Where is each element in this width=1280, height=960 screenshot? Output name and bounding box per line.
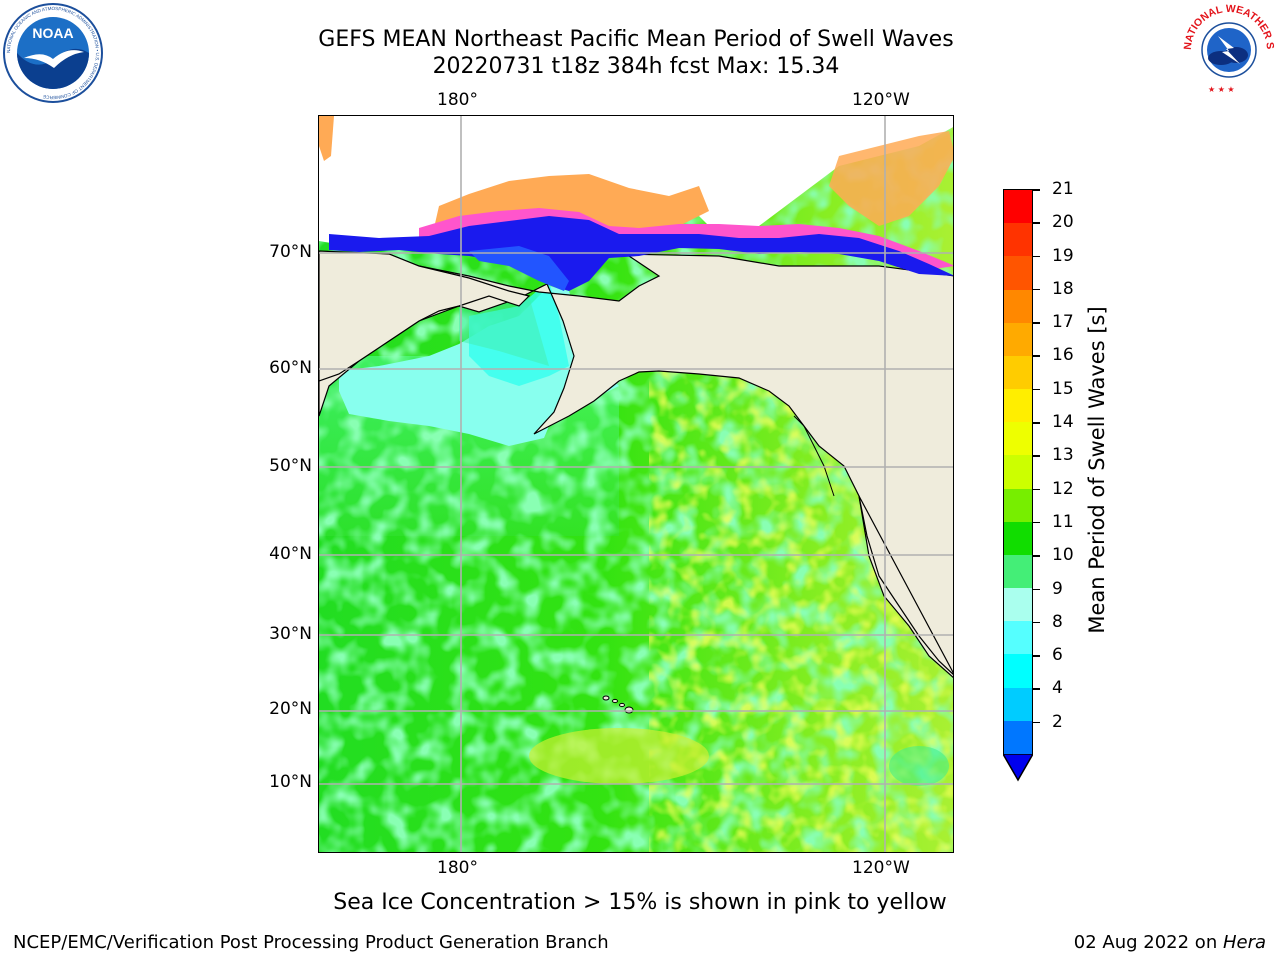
colorbar-tick-label: 4 (1052, 678, 1063, 699)
colorbar-segment (1004, 322, 1032, 356)
colorbar-tick-label: 11 (1052, 511, 1074, 532)
footer-machine: Hera (1222, 932, 1266, 953)
colorbar-tick-mark (1033, 488, 1040, 491)
colorbar-extend-arrow (1003, 754, 1033, 782)
siberia-land (319, 250, 531, 382)
lon-label-top-120w: 120°W (852, 90, 910, 110)
lat-label-20n: 20°N (269, 699, 312, 719)
lon-label-bottom-180: 180° (437, 858, 478, 878)
lat-label-60n: 60°N (269, 358, 312, 378)
colorbar-segment (1004, 355, 1032, 390)
lat-label-10n: 10°N (269, 772, 312, 792)
swell-period-map (319, 116, 953, 852)
colorbar-segment (1004, 521, 1032, 555)
footer-date: 02 Aug 2022 on Hera (1073, 932, 1266, 953)
colorbar-segment (1004, 687, 1032, 721)
colorbar-tick-label: 6 (1052, 645, 1063, 666)
colorbar-tick-mark (1033, 422, 1040, 424)
lat-label-70n: 70°N (269, 242, 312, 262)
colorbar-tick-mark (1033, 721, 1040, 724)
nws-logo: NATIONAL WEATHER SERVICE ★ ★ ★ (1178, 2, 1276, 95)
colorbar-tick-label: 20 (1052, 212, 1074, 233)
colorbar-tick-mark (1033, 388, 1040, 391)
colorbar-segment (1004, 389, 1032, 423)
noaa-logo: NOAA NATIONAL OCEANIC AND ATMOSPHERIC AD… (3, 3, 103, 103)
colorbar (1003, 189, 1033, 755)
colorbar-segment (1004, 554, 1032, 589)
footer-credit: NCEP/EMC/Verification Post Processing Pr… (13, 932, 609, 953)
colorbar-tick-label: 14 (1052, 412, 1074, 433)
colorbar-segment (1004, 190, 1032, 224)
colorbar-tick-mark (1033, 655, 1040, 657)
colorbar-tick-label: 15 (1052, 378, 1074, 399)
colorbar-tick-mark (1033, 189, 1040, 191)
svg-text:★ ★ ★: ★ ★ ★ (1208, 85, 1235, 94)
graticule (319, 116, 953, 852)
chart-subtitle: 20220731 t18z 384h fcst Max: 15.34 (432, 54, 840, 79)
lat-label-40n: 40°N (269, 544, 312, 564)
sea-ice-caption: Sea Ice Concentration > 15% is shown in … (333, 890, 947, 915)
colorbar-label: Mean Period of Swell Waves [s] (1085, 306, 1109, 634)
colorbar-tick-label: 2 (1052, 711, 1063, 732)
colorbar-tick-label: 12 (1052, 478, 1074, 499)
colorbar-segment (1004, 422, 1032, 456)
colorbar-tick-mark (1033, 555, 1040, 557)
colorbar-segment (1004, 289, 1032, 323)
colorbar-tick-label: 8 (1052, 611, 1063, 632)
map-panel (318, 115, 954, 853)
colorbar-tick-mark (1033, 288, 1040, 291)
colorbar-tick-mark (1033, 322, 1040, 324)
lon-label-top-180: 180° (437, 90, 478, 110)
lat-label-50n: 50°N (269, 456, 312, 476)
lat-label-30n: 30°N (269, 624, 312, 644)
colorbar-segment (1004, 488, 1032, 522)
chart-title: GEFS MEAN Northeast Pacific Mean Period … (318, 27, 954, 52)
colorbar-tick-label: 13 (1052, 445, 1074, 466)
colorbar-tick-mark (1033, 455, 1040, 457)
colorbar-segment (1004, 654, 1032, 688)
colorbar-tick-mark (1033, 222, 1040, 224)
colorbar-segment (1004, 455, 1032, 489)
colorbar-segment (1004, 588, 1032, 622)
colorbar-tick-label: 16 (1052, 345, 1074, 366)
colorbar-segment (1004, 223, 1032, 257)
colorbar-tick-label: 10 (1052, 545, 1074, 566)
colorbar-tick-mark (1033, 621, 1040, 624)
noaa-logo-text: NOAA (32, 25, 73, 41)
colorbar-segment (1004, 621, 1032, 655)
colorbar-tick-label: 9 (1052, 578, 1063, 599)
colorbar-tick-label: 19 (1052, 245, 1074, 266)
colorbar-segment (1004, 256, 1032, 290)
colorbar-tick-label: 17 (1052, 312, 1074, 333)
colorbar-segment (1004, 720, 1032, 754)
north-america-west-coast (858, 495, 953, 675)
colorbar-tick-mark (1033, 255, 1040, 258)
lon-label-bottom-120w: 120°W (852, 858, 910, 878)
colorbar-tick-mark (1033, 588, 1040, 591)
colorbar-tick-mark (1033, 688, 1040, 690)
colorbar-tick-mark (1033, 521, 1040, 524)
colorbar-tick-label: 18 (1052, 278, 1074, 299)
colorbar-tick-label: 21 (1052, 179, 1074, 199)
colorbar-tick-mark (1033, 355, 1040, 357)
